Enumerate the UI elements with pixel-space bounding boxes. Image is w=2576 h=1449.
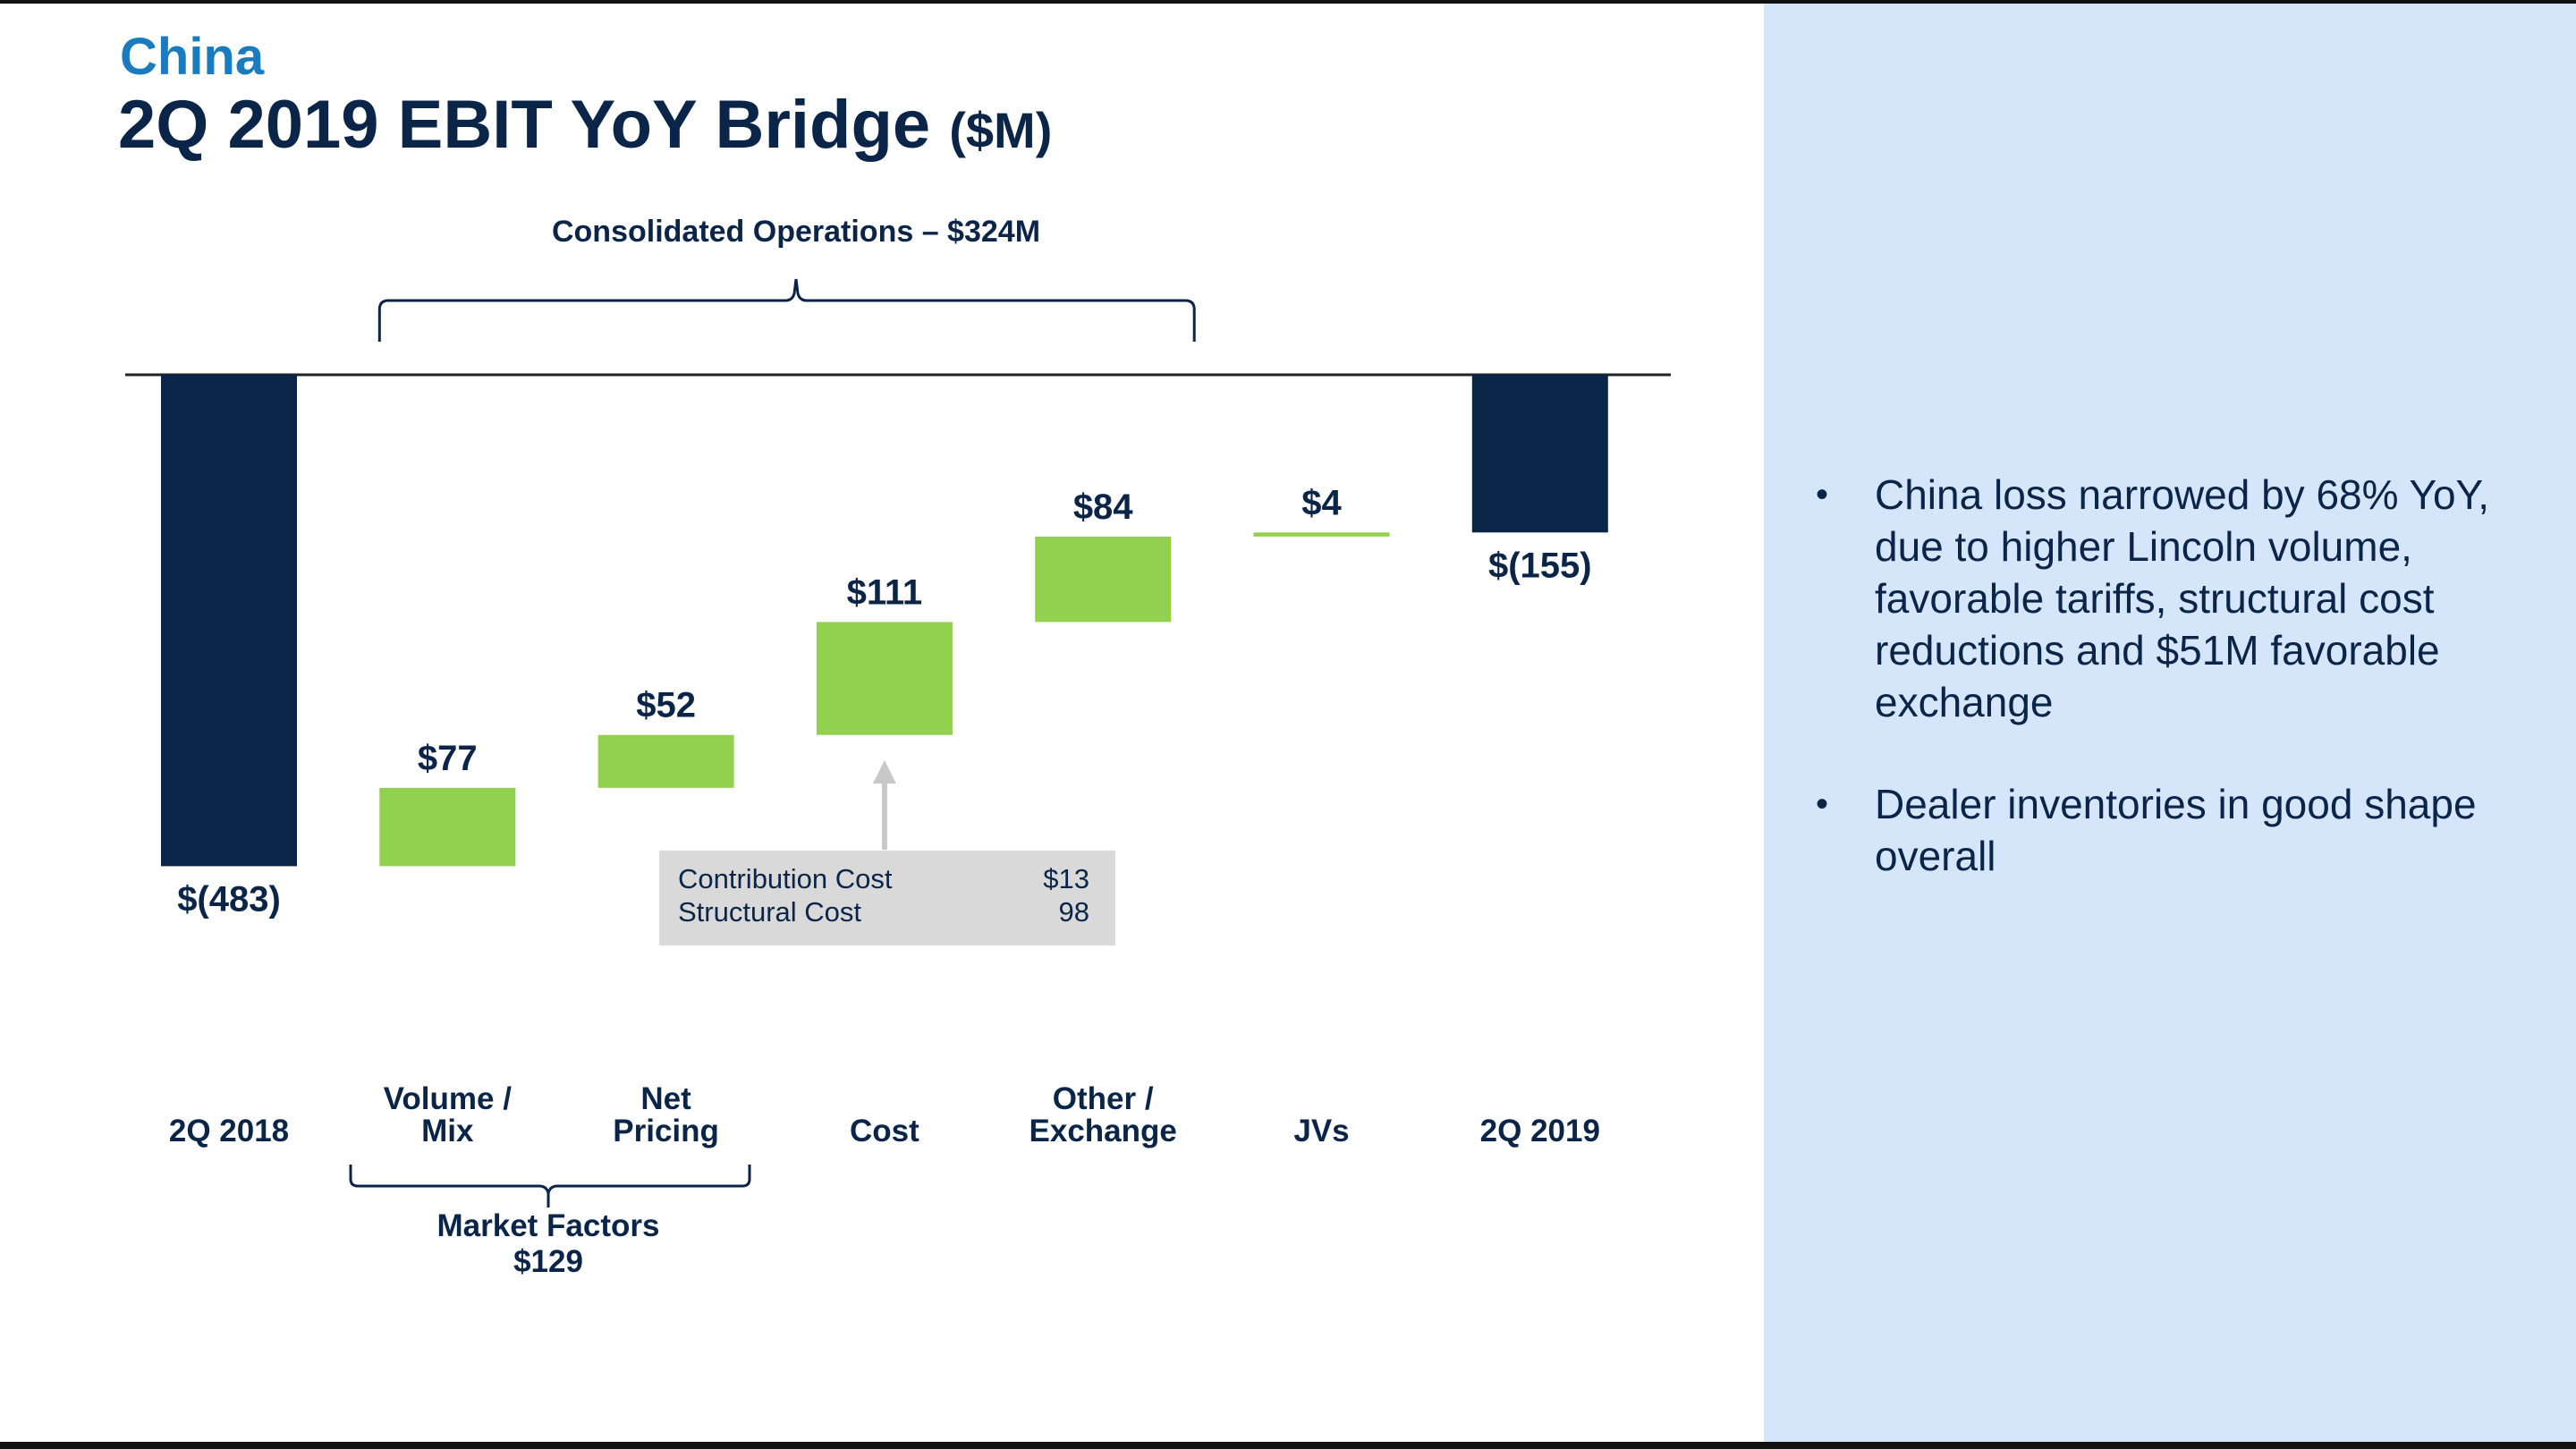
section-label: China [120,28,265,86]
data-label-1: $77 [418,739,478,778]
page-title-unit: ($M) [949,102,1053,158]
callout-row-value: $13 [1043,863,1089,894]
bar-2 [597,734,734,788]
data-label-6: $(155) [1488,546,1592,585]
bullet-item: • China loss narrowed by 68% YoY, due to … [1807,469,2540,728]
bar-4 [1035,536,1172,623]
category-label-4: Other / [1053,1081,1154,1116]
bar-3 [816,622,953,735]
callout-arrow-head [872,760,896,784]
bullet-text: Dealer inventories in good shape overall [1875,781,2477,879]
market-factors-brace [349,1165,751,1208]
data-label-4: $84 [1073,487,1133,527]
waterfall-chart: $(483) $77 $52 $111 $84 $4 $(155) 2Q 2018 Volume… [125,215,1671,1279]
page-title-text: 2Q 2019 EBIT YoY Bridge [118,87,931,163]
callout-box [659,851,1115,945]
page-title: 2Q 2019 EBIT YoY Bridge ($M) [118,86,1052,170]
bottom-rule [0,1442,2576,1449]
bar-1 [379,787,516,867]
consolidated-label: Consolidated Operations – $324M [552,215,1040,249]
callout-row-value: 98 [1059,896,1089,928]
data-label-2: $52 [636,686,696,725]
callout-row-label: Structural Cost [678,896,861,928]
category-label-1: Mix [421,1114,474,1148]
data-label-5: $4 [1301,483,1342,522]
bullet-dot: • [1816,475,1829,514]
market-factors-label: $129 [513,1244,583,1279]
data-label-0: $(483) [177,879,281,919]
bullet-item: • Dealer inventories in good shape overal… [1807,778,2540,882]
bar-5 [1253,532,1390,537]
category-label-4: Exchange [1030,1114,1177,1148]
category-label-0: 2Q 2018 [169,1114,289,1148]
category-label-3: Cost [850,1114,919,1148]
category-label-2: Net [640,1081,691,1116]
category-label-2: Pricing [613,1114,719,1148]
bullet-dot: • [1816,784,1829,824]
category-label-5: JVs [1293,1114,1349,1148]
bullet-list: • China loss narrowed by 68% YoY, due to … [1807,469,2540,932]
callout-row-label: Contribution Cost [678,863,893,894]
category-label-1: Volume / [384,1081,513,1116]
side-panel [1764,4,2576,1442]
top-rule [0,0,2576,4]
market-factors-label: Market Factors [437,1208,660,1243]
bullet-text: China loss narrowed by 68% YoY, due to h… [1875,471,2490,725]
bar-0 [161,375,297,867]
category-label-6: 2Q 2019 [1480,1114,1600,1148]
consolidated-brace [377,278,1196,342]
data-label-3: $111 [847,572,923,612]
bar-6 [1471,375,1608,533]
